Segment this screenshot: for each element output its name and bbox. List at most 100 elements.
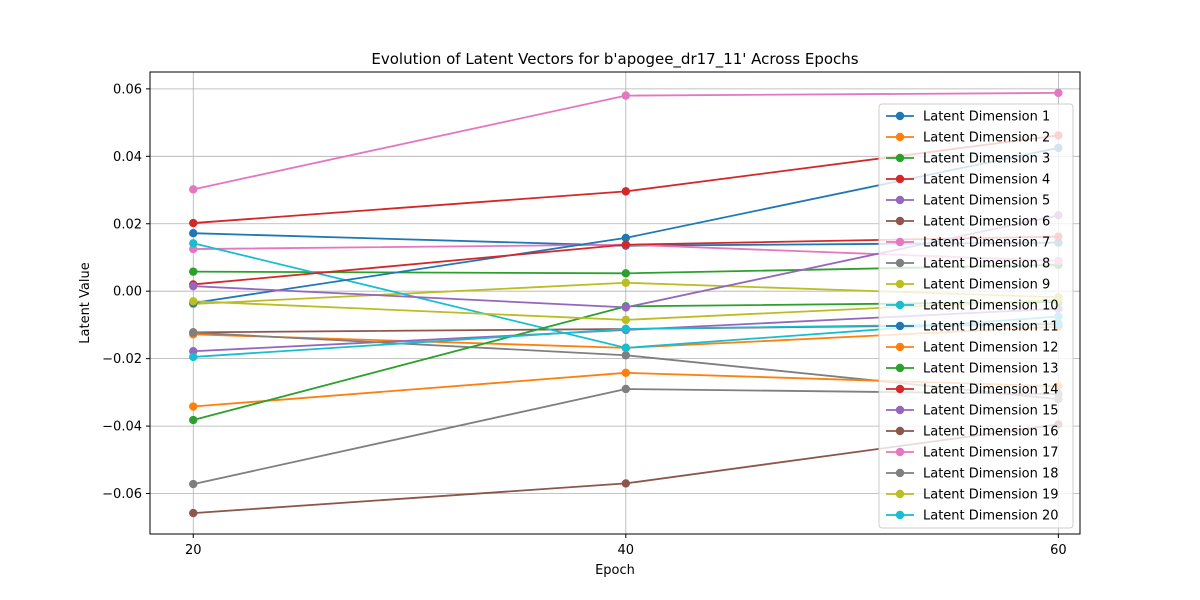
y-tick-label: 0.04 (113, 150, 142, 165)
legend-label: Latent Dimension 18 (923, 467, 1059, 482)
legend-label: Latent Dimension 15 (923, 404, 1059, 419)
legend: Latent Dimension 1 Latent Dimension 2 Late… (878, 103, 1074, 529)
legend-marker (895, 258, 905, 268)
legend-item: Latent Dimension 7 (886, 236, 1050, 251)
legend-item: Latent Dimension 2 (886, 131, 1050, 146)
legend-marker (895, 153, 905, 163)
data-point (189, 228, 198, 238)
legend-label: Latent Dimension 1 (923, 110, 1050, 125)
legend-label: Latent Dimension 19 (923, 488, 1059, 503)
legend-marker (895, 384, 905, 394)
legend-item: Latent Dimension 10 (886, 299, 1059, 314)
data-point (1054, 88, 1063, 98)
legend-marker (895, 426, 905, 436)
data-point (189, 328, 198, 337)
legend-label: Latent Dimension 9 (923, 278, 1050, 293)
data-point (621, 278, 631, 287)
legend-marker (895, 111, 905, 121)
legend-label: Latent Dimension 14 (923, 383, 1059, 398)
data-point (621, 303, 631, 312)
legend-label: Latent Dimension 13 (923, 362, 1059, 377)
legend-marker (895, 363, 905, 373)
x-tick-label: 20 (185, 543, 202, 558)
legend-item: Latent Dimension 6 (886, 215, 1050, 230)
legend-item: Latent Dimension 5 (886, 194, 1050, 209)
series-17 (189, 88, 1063, 194)
data-point (621, 240, 631, 249)
legend-label: Latent Dimension 16 (923, 425, 1059, 440)
y-tick-label: −0.04 (102, 420, 142, 435)
legend-marker (895, 405, 905, 415)
legend-item: Latent Dimension 17 (886, 446, 1059, 461)
legend-marker (895, 174, 905, 184)
data-point (189, 185, 198, 194)
legend-marker (895, 321, 905, 331)
data-point (621, 343, 631, 353)
legend-marker (895, 300, 905, 310)
x-axis: 20 40 60 (185, 534, 1067, 558)
data-point (189, 239, 198, 248)
legend-label: Latent Dimension 8 (923, 257, 1050, 272)
legend-marker (895, 237, 905, 247)
legend-label: Latent Dimension 5 (923, 194, 1050, 209)
legend-label: Latent Dimension 17 (923, 446, 1059, 461)
legend-item: Latent Dimension 19 (886, 488, 1059, 503)
legend-marker (895, 510, 905, 520)
y-tick-label: 0.06 (113, 82, 142, 97)
legend-item: Latent Dimension 3 (886, 152, 1050, 167)
plot-frame (149, 71, 1081, 535)
y-axis-label: Latent Value (78, 262, 93, 343)
data-point (189, 267, 198, 276)
y-tick-label: 0.02 (113, 217, 142, 232)
legend-label: Latent Dimension 7 (923, 236, 1050, 251)
data-point (189, 281, 198, 291)
legend-label: Latent Dimension 10 (923, 299, 1059, 314)
legend-item: Latent Dimension 13 (886, 362, 1059, 377)
legend-marker (895, 468, 905, 478)
legend-marker (895, 279, 905, 289)
y-tick-label: 0.00 (113, 285, 142, 300)
x-tick-label: 60 (1050, 543, 1067, 558)
data-point (621, 315, 631, 325)
legend-label: Latent Dimension 3 (923, 152, 1050, 167)
data-point (189, 352, 198, 362)
legend-label: Latent Dimension 20 (923, 509, 1059, 524)
chart-title: Evolution of Latent Vectors for b'apogee… (371, 50, 858, 69)
legend-item: Latent Dimension 11 (886, 320, 1059, 335)
data-point (621, 324, 631, 334)
legend-label: Latent Dimension 2 (923, 131, 1050, 146)
legend-item: Latent Dimension 9 (886, 278, 1050, 293)
legend-marker (895, 342, 905, 352)
legend-item: Latent Dimension 8 (886, 257, 1050, 272)
y-tick-label: −0.02 (102, 352, 142, 367)
data-point (621, 384, 631, 394)
data-point (621, 351, 631, 360)
data-point (621, 368, 631, 378)
legend-label: Latent Dimension 12 (923, 341, 1059, 356)
legend-box (878, 103, 1074, 529)
legend-label: Latent Dimension 6 (923, 215, 1050, 230)
legend-marker (895, 216, 905, 226)
data-point (621, 269, 631, 278)
data-point (621, 479, 631, 488)
legend-item: Latent Dimension 12 (886, 341, 1059, 356)
data-point (621, 91, 631, 100)
y-axis: −0.06 −0.04 −0.02 0.00 0.02 0.04 0.06 (102, 82, 150, 502)
legend-label: Latent Dimension 4 (923, 173, 1050, 188)
legend-item: Latent Dimension 1 (886, 110, 1050, 125)
legend-marker (895, 447, 905, 457)
data-point (189, 218, 198, 228)
legend-item: Latent Dimension 20 (886, 509, 1059, 524)
data-point (189, 402, 198, 411)
legend-marker (895, 132, 905, 142)
legend-marker (895, 489, 905, 499)
legend-item: Latent Dimension 14 (886, 383, 1059, 398)
legend-item: Latent Dimension 16 (886, 425, 1059, 440)
y-tick-label: −0.06 (102, 487, 142, 502)
legend-item: Latent Dimension 4 (886, 173, 1050, 188)
data-point (189, 415, 198, 425)
data-point (621, 233, 631, 243)
x-axis-label: Epoch (595, 563, 635, 578)
x-tick-label: 40 (618, 543, 635, 558)
